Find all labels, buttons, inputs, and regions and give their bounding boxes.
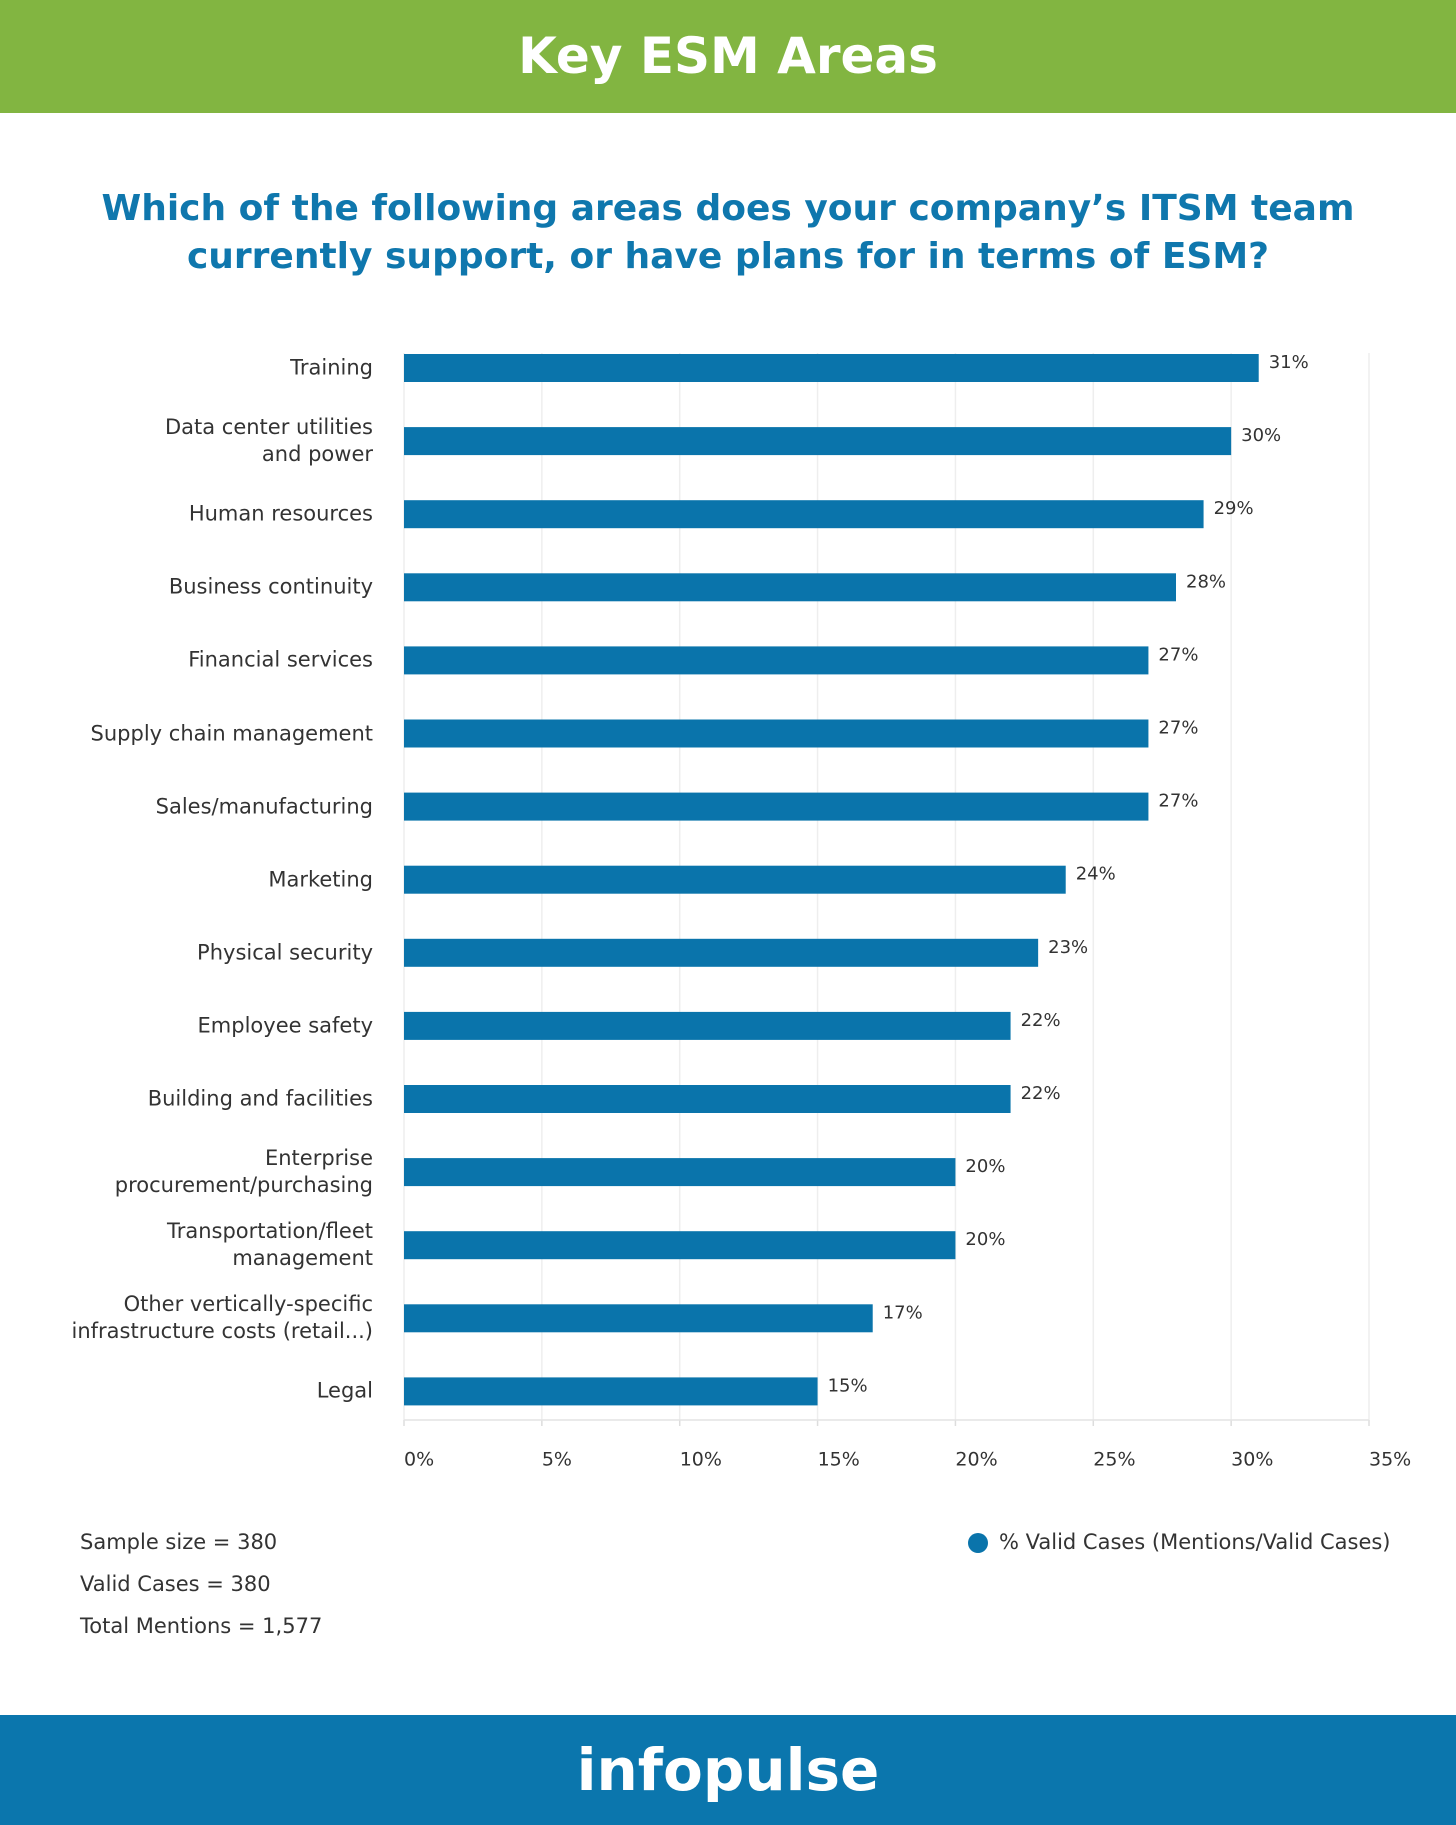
bar bbox=[404, 427, 1232, 456]
bar bbox=[404, 573, 1176, 602]
legend-label: % Valid Cases (Mentions/Valid Cases) bbox=[999, 1530, 1391, 1554]
category-label: Financial services bbox=[188, 647, 373, 672]
category-label: Sales/manufacturing bbox=[155, 794, 373, 819]
bar bbox=[404, 646, 1149, 675]
value-label: 30% bbox=[1241, 425, 1281, 446]
bar bbox=[404, 1231, 956, 1260]
category-label: Physical security bbox=[197, 940, 373, 965]
x-tick-label: 0% bbox=[404, 1449, 434, 1471]
value-label: 27% bbox=[1158, 791, 1198, 812]
value-label: 20% bbox=[965, 1156, 1005, 1177]
x-tick-label: 30% bbox=[1231, 1449, 1273, 1471]
value-label: 31% bbox=[1269, 352, 1309, 373]
bar bbox=[404, 354, 1259, 382]
value-label: 20% bbox=[965, 1229, 1005, 1250]
x-tick-label: 5% bbox=[542, 1449, 572, 1471]
legend-marker bbox=[968, 1533, 988, 1553]
x-tick-label: 10% bbox=[680, 1449, 722, 1471]
header-title: Key ESM Areas bbox=[0, 0, 1456, 113]
bar bbox=[404, 792, 1149, 821]
category-label: Building and facilities bbox=[147, 1086, 373, 1111]
x-tick-label: 25% bbox=[1093, 1449, 1135, 1471]
chart-title: Which of the following areas does your c… bbox=[101, 188, 1355, 277]
value-label: 27% bbox=[1158, 718, 1198, 739]
bar bbox=[404, 1304, 873, 1333]
category-label: Supply chain management bbox=[90, 721, 373, 745]
bar bbox=[404, 1011, 1011, 1040]
value-label: 15% bbox=[828, 1375, 868, 1396]
category-label: Transportation/fleet management bbox=[166, 1219, 373, 1271]
brand: infopulse bbox=[0, 1715, 1456, 1825]
value-label: 28% bbox=[1186, 571, 1226, 592]
bar bbox=[404, 1085, 1011, 1113]
bar bbox=[404, 500, 1204, 529]
note: Valid Cases = 380 bbox=[80, 1572, 271, 1596]
category-label: Other vertically-specific infrastructure… bbox=[71, 1292, 373, 1344]
x-tick-label: 35% bbox=[1369, 1449, 1411, 1471]
note: Total Mentions = 1,577 bbox=[80, 1614, 323, 1638]
category-label: Training bbox=[290, 355, 373, 380]
note: Sample size = 380 bbox=[80, 1530, 278, 1554]
category-label: Marketing bbox=[268, 867, 373, 892]
bar bbox=[404, 1377, 818, 1406]
category-label: Data center utilities and power bbox=[164, 415, 373, 467]
x-tick-label: 20% bbox=[955, 1449, 997, 1471]
category-label: Employee safety bbox=[197, 1013, 373, 1038]
x-tick-label: 15% bbox=[818, 1449, 860, 1471]
category-label: Enterprise procurement/purchasing bbox=[114, 1146, 373, 1198]
category-label: Legal bbox=[316, 1378, 373, 1403]
bar bbox=[404, 1158, 956, 1187]
value-label: 27% bbox=[1158, 644, 1198, 665]
bar bbox=[404, 865, 1066, 894]
bar bbox=[404, 719, 1149, 748]
bar bbox=[404, 938, 1039, 967]
value-label: 29% bbox=[1214, 498, 1254, 519]
value-label: 23% bbox=[1048, 937, 1088, 958]
category-label: Business continuity bbox=[168, 574, 373, 599]
chart: 0% 5% 10% 15% 20% 25% 30% 35% 31% 30% 29% 28% 27% 27%… bbox=[403, 352, 1411, 1554]
value-label: 17% bbox=[883, 1302, 923, 1323]
value-label: 22% bbox=[1021, 1010, 1061, 1031]
value-label: 24% bbox=[1076, 864, 1116, 885]
category-label: Human resources bbox=[188, 501, 373, 526]
value-label: 22% bbox=[1021, 1083, 1061, 1104]
